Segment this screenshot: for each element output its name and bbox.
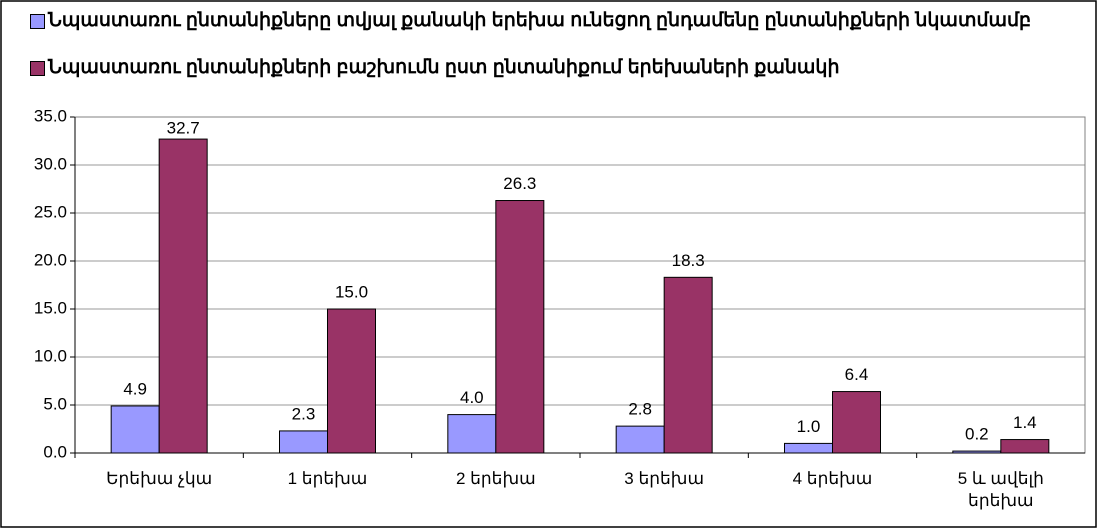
legend-label: Նպաստառու ընտանիքները տվյալ քանակի երեխա… [48,10,1032,31]
bar [1000,439,1050,454]
x-tick-label: 4 երեխա [792,469,873,488]
y-tick-label: 20.0 [34,250,67,269]
bar [158,138,208,454]
bar [832,391,881,454]
legend-swatch [30,61,45,76]
y-tick-label: 35.0 [34,106,67,125]
data-label: 18.3 [672,251,705,270]
data-label: 26.3 [503,174,536,193]
data-label: 2.8 [628,400,652,419]
bar [279,430,328,454]
y-tick-label: 25.0 [34,202,67,221]
data-label: 4.0 [460,388,484,407]
plot-area [75,117,1085,453]
bar [784,442,833,454]
bar [327,308,376,454]
data-label: 6.4 [845,365,869,384]
x-tick-label: 3 երեխա [624,469,705,488]
data-label: 15.0 [335,282,368,301]
bar [663,276,713,454]
y-tick-label: 10.0 [34,346,67,365]
y-tick-label: 15.0 [34,298,67,317]
x-tick-label: 5 և ավելի երեխա [957,469,1044,510]
legend-label: Նպաստառու ընտանիքների բաշխումն ըստ ընտան… [48,57,840,78]
y-tick-label: 0.0 [43,442,67,461]
y-tick-label: 5.0 [43,394,67,413]
data-label: 0.2 [965,425,989,444]
bar [495,200,545,454]
x-tick-label: Երեխա չկա [106,469,213,488]
legend-swatch [30,14,45,29]
data-label: 1.0 [797,417,821,436]
x-tick-label: 2 երեխա [455,469,536,488]
data-label: 4.9 [123,379,147,398]
data-label: 1.4 [1013,413,1037,432]
bar [447,414,497,454]
bar [110,405,160,454]
y-tick-label: 30.0 [34,154,67,173]
data-label: 2.3 [292,404,316,423]
data-label: 32.7 [167,118,200,137]
bar [615,425,665,454]
x-tick-label: 1 երեխա [287,469,368,488]
